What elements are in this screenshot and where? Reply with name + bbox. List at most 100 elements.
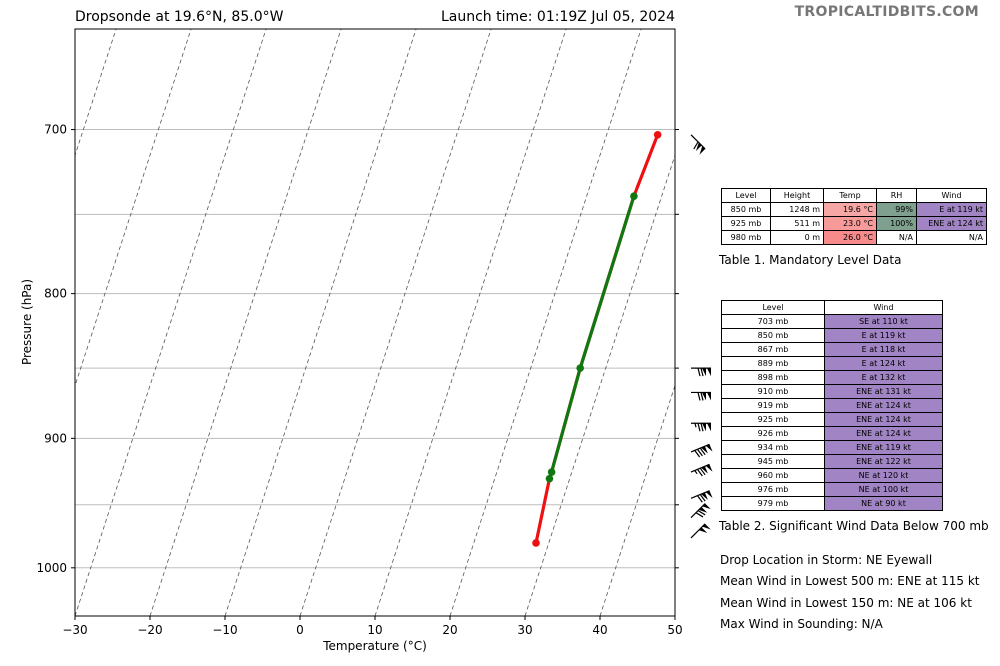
header-level: Level <box>721 300 825 315</box>
table-row: 898 mb E at 132 kt <box>721 370 943 385</box>
table1-caption: Table 1. Mandatory Level Data <box>719 253 902 267</box>
table-row: 926 mb ENE at 124 kt <box>721 426 943 441</box>
level-cell: 925 mb <box>721 412 825 427</box>
level-cell: 934 mb <box>721 440 825 455</box>
table-row: 910 mb ENE at 131 kt <box>721 384 943 399</box>
wind-cell: E at 119 kt <box>824 328 943 343</box>
header-level: Level <box>721 188 771 203</box>
table-row: 980 mb 0 m 26.0 °C N/A N/A <box>721 230 987 245</box>
height-cell: 0 m <box>770 230 824 245</box>
rh-cell: 99% <box>876 202 917 217</box>
header-temp: Temp <box>823 188 877 203</box>
y-tick-label: 1000 <box>36 561 67 575</box>
significant-wind-table: Level Wind 703 mb SE at 110 kt 850 mb E at … <box>721 300 943 511</box>
table-row: 979 mb NE at 90 kt <box>721 496 943 511</box>
table-row: 934 mb ENE at 119 kt <box>721 440 943 455</box>
series-line <box>534 134 660 544</box>
summary-max-wind: Max Wind in Sounding: N/A <box>720 617 883 631</box>
table-row: 976 mb NE at 100 kt <box>721 482 943 497</box>
level-cell: 945 mb <box>721 454 825 469</box>
y-axis-label: Pressure (hPa) <box>20 279 34 365</box>
y-tick-label: 700 <box>44 123 67 137</box>
wind-cell: E at 119 kt <box>916 202 987 217</box>
wind-cell: E at 124 kt <box>824 356 943 371</box>
x-tick-label: 0 <box>296 623 304 637</box>
table-row: 925 mb ENE at 124 kt <box>721 412 943 427</box>
isotherm-line <box>75 29 192 387</box>
profile-series <box>532 131 662 547</box>
level-cell: 960 mb <box>721 468 825 483</box>
x-tick-label: 20 <box>442 623 457 637</box>
level-cell: 976 mb <box>721 482 825 497</box>
wind-barb <box>690 523 711 539</box>
skewed-isotherms <box>75 29 675 616</box>
data-point <box>653 131 662 139</box>
data-point <box>630 192 638 200</box>
wind-cell: E at 118 kt <box>824 342 943 357</box>
isotherm-line <box>524 153 675 616</box>
table2-caption: Table 2. Significant Wind Data Below 700… <box>719 519 989 533</box>
wind-cell: NE at 100 kt <box>824 482 943 497</box>
site-watermark: TROPICALTIDBITS.COM <box>794 4 979 20</box>
table-row: 850 mb E at 119 kt <box>721 328 943 343</box>
wind-cell: N/A <box>916 230 987 245</box>
table-row: 925 mb 511 m 23.0 °C 100% ENE at 124 kt <box>721 216 987 231</box>
y-tick-label: 900 <box>44 431 67 445</box>
x-tick-label: −10 <box>212 623 237 637</box>
rh-cell: N/A <box>876 230 917 245</box>
wind-barb <box>691 391 711 401</box>
level-cell: 979 mb <box>721 496 825 511</box>
level-cell: 703 mb <box>721 314 825 329</box>
axis-ticks: −30 −20 −10 0 10 20 30 40 50 700 800 900 1000 <box>36 123 682 637</box>
table-row: 850 mb 1248 m 19.6 °C 99% E at 119 kt <box>721 202 987 217</box>
wind-barbs <box>690 134 713 539</box>
y-tick-label: 800 <box>44 287 67 301</box>
level-cell: 850 mb <box>721 328 825 343</box>
isotherm-line <box>224 29 417 616</box>
pressure-gridlines <box>75 129 675 569</box>
wind-barb <box>690 490 713 503</box>
level-cell: 867 mb <box>721 342 825 357</box>
plot-frame <box>74 28 676 617</box>
x-tick-label: 10 <box>367 623 382 637</box>
wind-cell: ENE at 122 kt <box>824 454 943 469</box>
series-line <box>547 195 636 480</box>
table-row: 919 mb ENE at 124 kt <box>721 398 943 413</box>
level-cell: 898 mb <box>721 370 825 385</box>
level-cell: 910 mb <box>721 384 825 399</box>
isotherm-line <box>299 29 492 616</box>
level-cell: 980 mb <box>721 230 771 245</box>
height-cell: 511 m <box>770 216 824 231</box>
header-wind: Wind <box>916 188 987 203</box>
wind-cell: ENE at 119 kt <box>824 440 943 455</box>
table-row: 867 mb E at 118 kt <box>721 342 943 357</box>
height-cell: 1248 m <box>770 202 824 217</box>
summary-drop-location: Drop Location in Storm: NE Eyewall <box>720 553 933 567</box>
header-height: Height <box>770 188 824 203</box>
data-point <box>547 468 556 476</box>
wind-cell: ENE at 124 kt <box>824 412 943 427</box>
table-row: 703 mb SE at 110 kt <box>721 314 943 329</box>
launch-time-title: Launch time: 01:19Z Jul 05, 2024 <box>440 9 675 25</box>
table-row: 889 mb E at 124 kt <box>721 356 943 371</box>
wind-barb <box>691 367 711 377</box>
x-axis-label: Temperature (°C) <box>322 639 427 653</box>
level-cell: 926 mb <box>721 426 825 441</box>
temp-cell: 23.0 °C <box>823 216 877 231</box>
wind-barb <box>690 463 713 477</box>
wind-cell: SE at 110 kt <box>824 314 943 329</box>
isotherm-line <box>75 29 267 616</box>
isotherm-line <box>149 29 342 616</box>
level-cell: 925 mb <box>721 216 771 231</box>
sounding-location-title: Dropsonde at 19.6°N, 85.0°W <box>75 9 284 25</box>
wind-barb <box>690 443 713 458</box>
rh-cell: 100% <box>876 216 917 231</box>
wind-barb <box>691 422 711 432</box>
header-wind: Wind <box>824 300 943 315</box>
level-cell: 850 mb <box>721 202 771 217</box>
wind-barb <box>690 134 706 155</box>
x-tick-label: 50 <box>667 623 682 637</box>
wind-cell: ENE at 124 kt <box>824 398 943 413</box>
table-row: 960 mb NE at 120 kt <box>721 468 943 483</box>
data-point <box>545 474 554 483</box>
